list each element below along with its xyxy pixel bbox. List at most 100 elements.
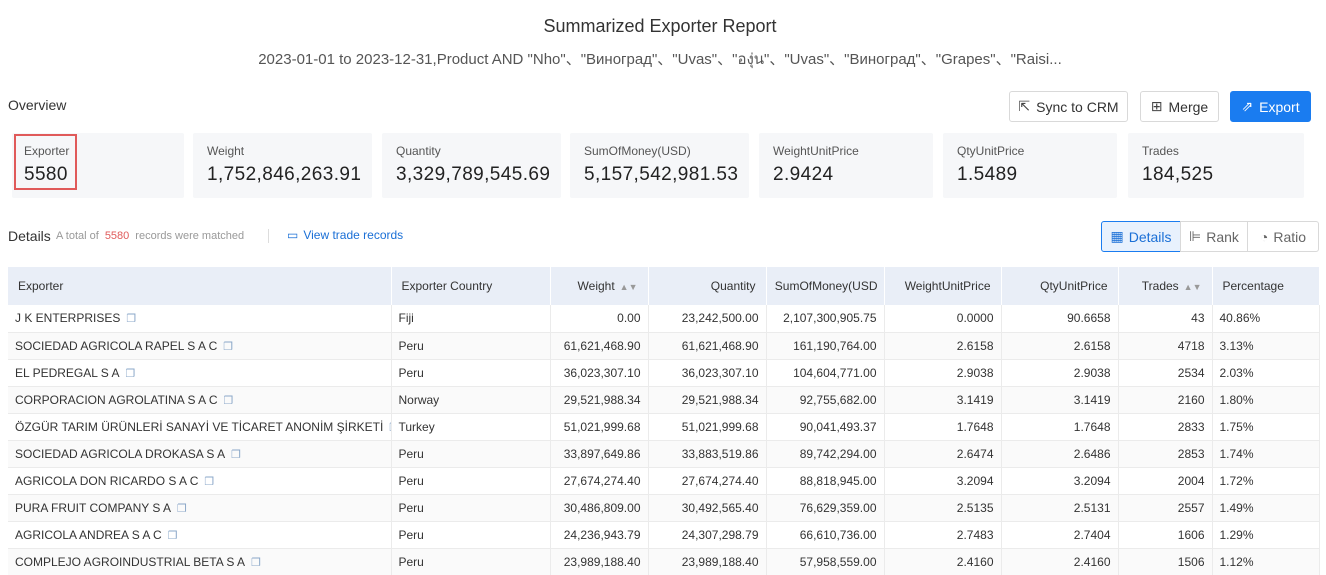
- exporter-name-link[interactable]: PURA FRUIT COMPANY S A: [15, 500, 172, 515]
- cell-trades: 1606: [1118, 521, 1213, 549]
- cell-weightunitprice: 2.4160: [884, 548, 1002, 575]
- export-icon: ⇗: [1241, 98, 1254, 114]
- cell-country: Peru: [391, 494, 551, 522]
- copy-icon[interactable]: ❐: [125, 367, 136, 380]
- cell-weight: 23,989,188.40: [550, 548, 649, 575]
- cell-exporter[interactable]: J K ENTERPRISES ❐: [8, 305, 392, 333]
- stat-card-value: 5,157,542,981.53: [584, 164, 739, 185]
- tab-ratio-label: Ratio: [1273, 228, 1307, 245]
- cell-exporter[interactable]: PURA FRUIT COMPANY S A ❐: [8, 494, 392, 522]
- cell-exporter[interactable]: AGRICOLA ANDREA S A C ❐: [8, 521, 392, 549]
- cell-exporter[interactable]: SOCIEDAD AGRICOLA RAPEL S A C ❐: [8, 332, 392, 360]
- exporter-name-link[interactable]: J K ENTERPRISES: [15, 311, 121, 326]
- table-row: SOCIEDAD AGRICOLA DROKASA S A ❐ Peru 33,897…: [8, 440, 1320, 468]
- cell-quantity: 36,023,307.10: [648, 359, 767, 387]
- cell-exporter[interactable]: CORPORACION AGROLATINA S A C ❐: [8, 386, 392, 414]
- column-header-exporter[interactable]: Exporter: [8, 267, 392, 305]
- cell-qtyunitprice: 2.7404: [1001, 521, 1119, 549]
- cell-percentage: 2.03%: [1212, 359, 1320, 387]
- exporter-name-link[interactable]: AGRICOLA DON RICARDO S A C: [15, 473, 199, 488]
- cell-weightunitprice: 2.7483: [884, 521, 1002, 549]
- copy-icon[interactable]: ❐: [251, 556, 261, 569]
- column-header-trades[interactable]: Trades ▲▼: [1118, 267, 1213, 305]
- cell-sumofmoney: 161,190,764.00: [766, 332, 885, 360]
- view-trade-records-link[interactable]: ▭ View trade records: [287, 228, 403, 242]
- cell-trades: 4718: [1118, 332, 1213, 360]
- column-header-sumofmoney[interactable]: SumOfMoney(USD: [766, 267, 885, 305]
- overview-label: Overview: [8, 97, 67, 113]
- cell-exporter[interactable]: COMPLEJO AGROINDUSTRIAL BETA S A ❐: [8, 548, 392, 575]
- cell-weightunitprice: 0.0000: [884, 305, 1002, 333]
- tab-rank-label: Rank: [1206, 228, 1239, 245]
- cell-sumofmoney: 89,742,294.00: [766, 440, 885, 468]
- report-subtitle: 2023-01-01 to 2023-12-31,Product AND "Nh…: [258, 51, 1062, 68]
- stat-card-qtyunitprice: QtyUnitPrice 1.5489: [943, 133, 1117, 198]
- table-header: Exporter Exporter Country Weight ▲▼ Quant…: [8, 267, 1320, 305]
- cell-quantity: 33,883,519.86: [648, 440, 767, 468]
- cell-country: Peru: [391, 332, 551, 360]
- cell-qtyunitprice: 2.5131: [1001, 494, 1119, 522]
- exporter-name-link[interactable]: CORPORACION AGROLATINA S A C: [15, 392, 218, 407]
- copy-icon[interactable]: ❐: [204, 475, 215, 488]
- tab-details-label: Details: [1128, 228, 1172, 245]
- cell-sumofmoney: 2,107,300,905.75: [766, 305, 885, 333]
- sort-icon[interactable]: ▲▼: [1183, 282, 1202, 292]
- cell-country: Peru: [391, 440, 551, 468]
- cell-weight: 51,021,999.68: [550, 413, 649, 441]
- stat-card-sumofmoney: SumOfMoney(USD) 5,157,542,981.53: [570, 133, 749, 198]
- exporter-name-link[interactable]: ÖZGÜR TARIM ÜRÜNLERİ SANAYİ VE TİCARET A…: [15, 419, 384, 434]
- column-header-weightunitprice[interactable]: WeightUnitPrice: [884, 267, 1002, 305]
- copy-icon[interactable]: ❐: [231, 448, 241, 461]
- cell-country: Peru: [391, 359, 551, 387]
- exporter-name-link[interactable]: EL PEDREGAL S A: [15, 365, 120, 380]
- cell-exporter[interactable]: AGRICOLA DON RICARDO S A C ❐: [8, 467, 392, 495]
- exporter-name-link[interactable]: COMPLEJO AGROINDUSTRIAL BETA S A: [15, 554, 246, 569]
- stat-card-value: 3,329,789,545.69: [396, 164, 551, 185]
- stat-card-label: Exporter: [24, 144, 70, 158]
- cell-quantity: 23,989,188.40: [648, 548, 767, 575]
- cell-weightunitprice: 2.6474: [884, 440, 1002, 468]
- copy-icon[interactable]: ❐: [177, 502, 187, 515]
- sort-icon[interactable]: ▲▼: [619, 282, 638, 292]
- copy-icon[interactable]: ❐: [223, 340, 234, 353]
- copy-icon[interactable]: ❐: [126, 313, 137, 326]
- cell-sumofmoney: 92,755,682.00: [766, 386, 885, 414]
- copy-icon[interactable]: ❐: [167, 529, 178, 542]
- stat-card-label: WeightUnitPrice: [773, 144, 859, 158]
- table-row: SOCIEDAD AGRICOLA RAPEL S A C ❐ Peru 61,621…: [8, 332, 1320, 360]
- cell-trades: 2160: [1118, 386, 1213, 414]
- cell-qtyunitprice: 3.1419: [1001, 386, 1119, 414]
- records-summary: A total of 5580 records were matched: [56, 230, 244, 242]
- tab-details[interactable]: ▦ Details: [1101, 221, 1181, 252]
- cell-percentage: 1.74%: [1212, 440, 1320, 468]
- cell-weightunitprice: 3.2094: [884, 467, 1002, 495]
- exporter-name-link[interactable]: SOCIEDAD AGRICOLA RAPEL S A C: [15, 338, 218, 353]
- cell-quantity: 24,307,298.79: [648, 521, 767, 549]
- cell-percentage: 40.86%: [1212, 305, 1320, 333]
- merge-button[interactable]: ⊞ Merge: [1140, 91, 1219, 122]
- tab-ratio[interactable]: ◔ Ratio: [1247, 221, 1319, 252]
- stat-card-weight: Weight 1,752,846,263.91: [193, 133, 372, 198]
- cell-exporter[interactable]: SOCIEDAD AGRICOLA DROKASA S A ❐: [8, 440, 392, 468]
- cell-exporter[interactable]: EL PEDREGAL S A ❐: [8, 359, 392, 387]
- column-header-quantity[interactable]: Quantity: [648, 267, 767, 305]
- column-header-country[interactable]: Exporter Country: [391, 267, 551, 305]
- exporter-name-link[interactable]: AGRICOLA ANDREA S A C: [15, 527, 162, 542]
- column-header-weight[interactable]: Weight ▲▼: [550, 267, 649, 305]
- cell-exporter[interactable]: ÖZGÜR TARIM ÜRÜNLERİ SANAYİ VE TİCARET A…: [8, 413, 392, 441]
- sync-to-crm-button[interactable]: ⇱ Sync to CRM: [1009, 91, 1128, 122]
- copy-icon[interactable]: ❐: [223, 394, 234, 407]
- cell-country: Peru: [391, 548, 551, 575]
- records-prefix: A total of: [56, 230, 99, 242]
- cell-trades: 2557: [1118, 494, 1213, 522]
- cell-weight: 24,236,943.79: [550, 521, 649, 549]
- cell-weightunitprice: 2.5135: [884, 494, 1002, 522]
- view-trade-records-label: View trade records: [303, 228, 404, 242]
- exporter-table: Exporter Exporter Country Weight ▲▼ Quant…: [8, 267, 1320, 575]
- column-header-qtyunitprice[interactable]: QtyUnitPrice: [1001, 267, 1119, 305]
- export-button[interactable]: ⇗ Export: [1230, 91, 1311, 122]
- exporter-name-link[interactable]: SOCIEDAD AGRICOLA DROKASA S A: [15, 446, 226, 461]
- column-header-percentage[interactable]: Percentage: [1212, 267, 1320, 305]
- tab-rank[interactable]: ⊫ Rank: [1180, 221, 1248, 252]
- copy-icon[interactable]: ❐: [389, 422, 390, 434]
